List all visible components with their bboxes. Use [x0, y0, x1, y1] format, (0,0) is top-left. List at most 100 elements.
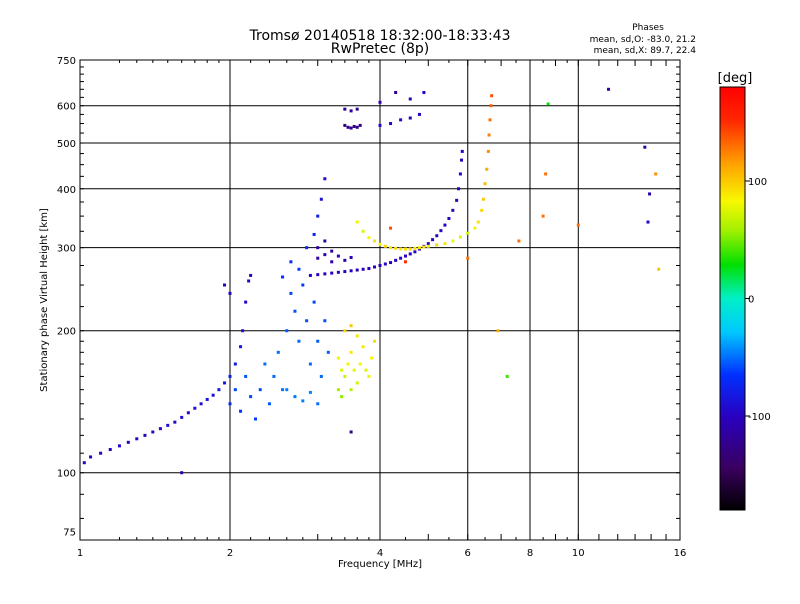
- data-point: [408, 252, 412, 256]
- x-tick-label: 4: [377, 548, 383, 559]
- data-point: [244, 374, 248, 378]
- scatter-points: [82, 87, 661, 475]
- data-point: [316, 402, 320, 406]
- data-point: [373, 265, 377, 269]
- data-point: [285, 329, 289, 333]
- data-point: [367, 267, 371, 271]
- data-point: [349, 255, 353, 259]
- data-point: [355, 125, 359, 129]
- data-point: [323, 253, 327, 257]
- y-tick-label: 600: [57, 102, 76, 113]
- data-point: [483, 182, 487, 186]
- data-point: [383, 244, 387, 248]
- data-point: [323, 177, 327, 181]
- data-point: [367, 374, 371, 378]
- data-point: [349, 109, 353, 113]
- data-point: [244, 300, 248, 304]
- data-point: [326, 350, 330, 354]
- y-tick-label: 500: [57, 139, 76, 150]
- y-axis-label: Stationary phase Virtual Height [km]: [39, 208, 50, 392]
- data-point: [343, 374, 347, 378]
- data-point: [417, 112, 421, 116]
- data-point: [267, 402, 271, 406]
- data-point: [654, 172, 658, 176]
- data-point: [394, 258, 398, 262]
- data-point: [488, 118, 492, 122]
- data-point: [289, 291, 293, 295]
- data-point: [451, 239, 455, 243]
- y-tick-label: 400: [57, 185, 76, 196]
- data-point: [180, 415, 184, 419]
- data-point: [370, 356, 374, 360]
- data-point: [247, 279, 251, 283]
- data-point: [364, 368, 368, 372]
- y-tick-labels: 75 100 200 300 400 500 600 750: [57, 56, 76, 539]
- data-point: [205, 397, 209, 401]
- colorbar-tick-label: 0: [748, 295, 754, 306]
- data-point: [378, 242, 382, 246]
- data-point: [301, 399, 305, 403]
- data-point: [316, 273, 320, 277]
- data-point: [648, 192, 652, 196]
- data-point: [455, 198, 459, 202]
- data-point: [460, 158, 464, 162]
- data-point: [378, 100, 382, 104]
- data-point: [297, 339, 301, 343]
- data-point: [166, 423, 170, 427]
- data-point: [457, 187, 461, 191]
- data-point: [389, 122, 393, 126]
- data-point: [383, 262, 387, 266]
- data-point: [293, 395, 297, 399]
- data-point: [340, 368, 344, 372]
- data-point: [358, 123, 362, 127]
- data-point: [489, 104, 493, 108]
- data-point: [336, 356, 340, 360]
- data-point: [330, 271, 334, 275]
- data-point: [108, 447, 112, 451]
- data-point: [233, 362, 237, 366]
- data-point: [646, 220, 650, 224]
- data-point: [346, 125, 350, 129]
- data-point: [403, 254, 407, 258]
- data-point: [199, 402, 203, 406]
- data-point: [505, 374, 509, 378]
- x-tick-label: 10: [572, 548, 585, 559]
- x-tick-label: 6: [465, 548, 471, 559]
- data-point: [308, 390, 312, 394]
- data-point: [349, 350, 353, 354]
- data-point: [211, 393, 215, 397]
- data-point: [312, 300, 316, 304]
- data-point: [473, 226, 477, 230]
- x-tick-labels: 1 2 4 6 8 10 16: [77, 548, 687, 559]
- data-point: [399, 118, 403, 122]
- data-point: [443, 223, 447, 227]
- data-point: [476, 220, 480, 224]
- data-point: [349, 388, 353, 392]
- data-point: [413, 246, 417, 250]
- data-point: [336, 254, 340, 258]
- phases-heading: Phases: [632, 23, 664, 33]
- data-point: [349, 126, 353, 130]
- data-point: [355, 381, 359, 385]
- data-point: [272, 374, 276, 378]
- data-point: [607, 87, 611, 91]
- data-point: [249, 273, 253, 277]
- data-point: [186, 411, 190, 415]
- data-point: [460, 149, 464, 153]
- data-point: [343, 107, 347, 111]
- data-point: [323, 272, 327, 276]
- data-point: [336, 270, 340, 274]
- data-point: [439, 229, 443, 233]
- colorbar: [719, 86, 746, 511]
- data-point: [308, 273, 312, 277]
- y-tick-label: 75: [63, 528, 76, 539]
- y-tick-label: 100: [57, 469, 76, 480]
- data-point: [355, 107, 359, 111]
- data-point: [355, 268, 359, 272]
- colorbar-tick-label: -100: [748, 412, 771, 423]
- data-point: [316, 246, 320, 250]
- data-point: [143, 433, 147, 437]
- data-point: [352, 125, 356, 129]
- data-point: [258, 388, 262, 392]
- data-point: [458, 235, 462, 239]
